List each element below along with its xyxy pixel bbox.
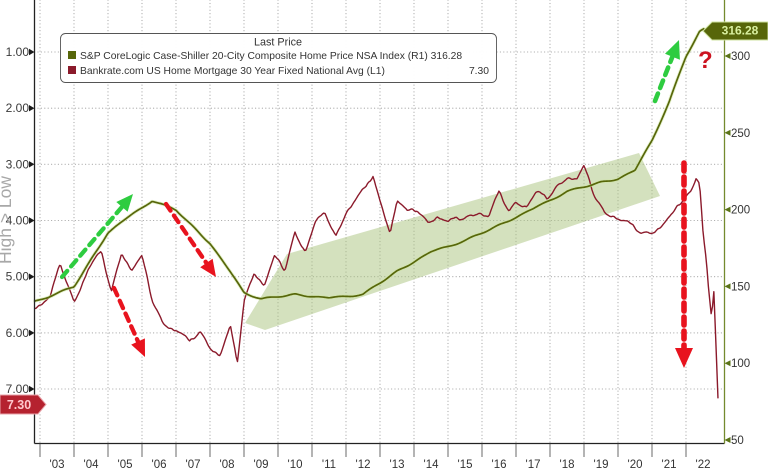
svg-text:316.28: 316.28 bbox=[722, 24, 759, 38]
svg-text:'14: '14 bbox=[424, 459, 440, 471]
svg-text:?: ? bbox=[698, 47, 713, 74]
svg-text:'03: '03 bbox=[50, 459, 65, 471]
svg-text:High > Low: High > Low bbox=[0, 176, 15, 264]
svg-text:7.30: 7.30 bbox=[7, 398, 31, 412]
svg-text:'09: '09 bbox=[254, 459, 269, 471]
svg-text:2.00: 2.00 bbox=[6, 101, 30, 115]
svg-text:'17: '17 bbox=[526, 459, 541, 471]
svg-text:50: 50 bbox=[731, 435, 744, 447]
svg-text:7.00: 7.00 bbox=[6, 382, 30, 396]
svg-text:'06: '06 bbox=[152, 459, 167, 471]
svg-text:'21: '21 bbox=[662, 459, 677, 471]
svg-text:'11: '11 bbox=[322, 459, 336, 471]
svg-text:'20: '20 bbox=[628, 459, 643, 471]
svg-text:'18: '18 bbox=[560, 459, 575, 471]
svg-text:'10: '10 bbox=[288, 459, 303, 471]
svg-text:'19: '19 bbox=[594, 459, 609, 471]
svg-text:150: 150 bbox=[731, 281, 750, 293]
svg-text:S&P CoreLogic Case-Shiller 20-: S&P CoreLogic Case-Shiller 20-City Compo… bbox=[80, 51, 462, 62]
svg-text:Bankrate.com US Home Mortgage: Bankrate.com US Home Mortgage 30 Year Fi… bbox=[80, 66, 385, 77]
svg-text:'13: '13 bbox=[390, 459, 405, 471]
svg-text:'22: '22 bbox=[696, 459, 711, 471]
svg-text:'07: '07 bbox=[186, 459, 201, 471]
svg-text:'04: '04 bbox=[84, 459, 100, 471]
svg-text:7.30: 7.30 bbox=[469, 66, 489, 77]
svg-text:6.00: 6.00 bbox=[6, 326, 30, 340]
svg-text:'08: '08 bbox=[220, 459, 235, 471]
svg-text:300: 300 bbox=[731, 51, 750, 63]
svg-text:5.00: 5.00 bbox=[6, 270, 30, 284]
svg-text:200: 200 bbox=[731, 205, 750, 217]
svg-text:'16: '16 bbox=[492, 459, 507, 471]
svg-text:250: 250 bbox=[731, 128, 750, 140]
svg-text:'12: '12 bbox=[356, 459, 371, 471]
svg-text:100: 100 bbox=[731, 358, 750, 370]
svg-text:3.00: 3.00 bbox=[6, 157, 30, 171]
svg-text:1.00: 1.00 bbox=[6, 45, 30, 59]
svg-text:'05: '05 bbox=[118, 459, 133, 471]
svg-text:Last Price: Last Price bbox=[254, 37, 302, 49]
svg-text:'15: '15 bbox=[458, 459, 473, 471]
